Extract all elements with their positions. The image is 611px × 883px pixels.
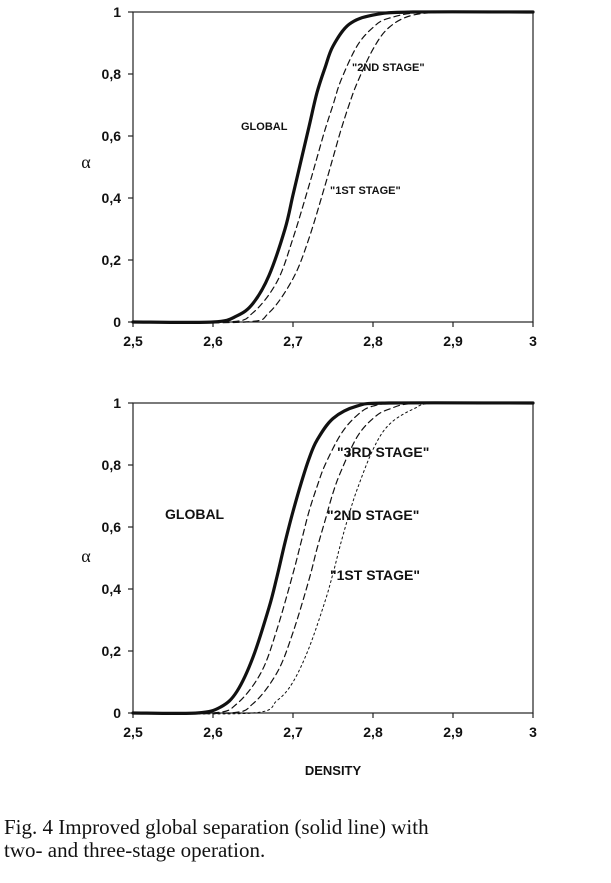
x-axis-label: DENSITY bbox=[305, 763, 362, 778]
curve-annotation: GLOBAL bbox=[241, 121, 288, 133]
series-line-dashed bbox=[132, 10, 534, 324]
plot-area bbox=[132, 402, 534, 714]
y-axis-label: α bbox=[81, 546, 91, 566]
y-tick-label: 0,2 bbox=[102, 252, 122, 268]
x-tick-label: 2,6 bbox=[203, 333, 223, 349]
y-tick-label: 0 bbox=[113, 314, 121, 330]
series-line-dotted bbox=[132, 402, 534, 715]
x-tick-label: 2,8 bbox=[363, 333, 383, 349]
x-tick-label: 2,9 bbox=[443, 333, 463, 349]
x-tick-label: 3 bbox=[529, 333, 537, 349]
curve-annotation: "1ST STAGE" bbox=[330, 185, 401, 197]
x-tick-label: 2,5 bbox=[123, 724, 143, 740]
y-axis-label: α bbox=[81, 152, 91, 172]
series-line-dashed bbox=[132, 11, 534, 324]
chart-panel-bottom: 2,5 2,6 2,7 2,8 2,9 3 0 0,2 0,4 0,6 0,8 1 α DENSITY GL… bbox=[81, 395, 537, 778]
plot-area bbox=[132, 11, 534, 323]
series-line-dashed bbox=[132, 402, 534, 715]
x-tick-label: 2,5 bbox=[123, 333, 143, 349]
y-tick-label: 0,6 bbox=[102, 128, 122, 144]
y-tick-label: 1 bbox=[113, 4, 121, 20]
curve-annotation: "2ND STAGE" bbox=[352, 62, 425, 74]
curve-annotation: "3RD STAGE" bbox=[337, 444, 429, 460]
figure: 2,5 2,6 2,7 2,8 2,9 3 0 0,2 0,4 0,6 0,8 1 α GLOBAL "2N… bbox=[81, 4, 537, 778]
x-tick-label: 2,7 bbox=[283, 333, 303, 349]
y-tick-label: 0,4 bbox=[102, 581, 122, 597]
y-tick-label: 0 bbox=[113, 705, 121, 721]
series-line-dashed bbox=[132, 401, 534, 715]
x-tick-label: 2,9 bbox=[443, 724, 463, 740]
curve-annotation: "2ND STAGE" bbox=[327, 507, 419, 523]
x-tick-label: 2,8 bbox=[363, 724, 383, 740]
series-line-solid bbox=[131, 10, 535, 325]
curve-annotation: GLOBAL bbox=[165, 506, 225, 522]
y-tick-label: 0,4 bbox=[102, 190, 122, 206]
caption-line-2: two- and three-stage operation. bbox=[4, 838, 266, 862]
x-tick-label: 2,6 bbox=[203, 724, 223, 740]
caption-line-1: Fig. 4 Improved global separation (solid… bbox=[4, 815, 429, 839]
y-tick-label: 0,8 bbox=[102, 66, 122, 82]
curve-annotation: "1ST STAGE" bbox=[330, 567, 420, 583]
x-tick-label: 2,7 bbox=[283, 724, 303, 740]
y-tick-label: 0,6 bbox=[102, 519, 122, 535]
figure-caption: Fig. 4 Improved global separation (solid… bbox=[4, 816, 610, 862]
chart-panel-top: 2,5 2,6 2,7 2,8 2,9 3 0 0,2 0,4 0,6 0,8 1 α GLOBAL "2N… bbox=[81, 4, 537, 349]
y-tick-label: 0,8 bbox=[102, 457, 122, 473]
x-tick-label: 3 bbox=[529, 724, 537, 740]
series-line-solid bbox=[131, 401, 535, 716]
y-tick-label: 1 bbox=[113, 395, 121, 411]
y-tick-label: 0,2 bbox=[102, 643, 122, 659]
